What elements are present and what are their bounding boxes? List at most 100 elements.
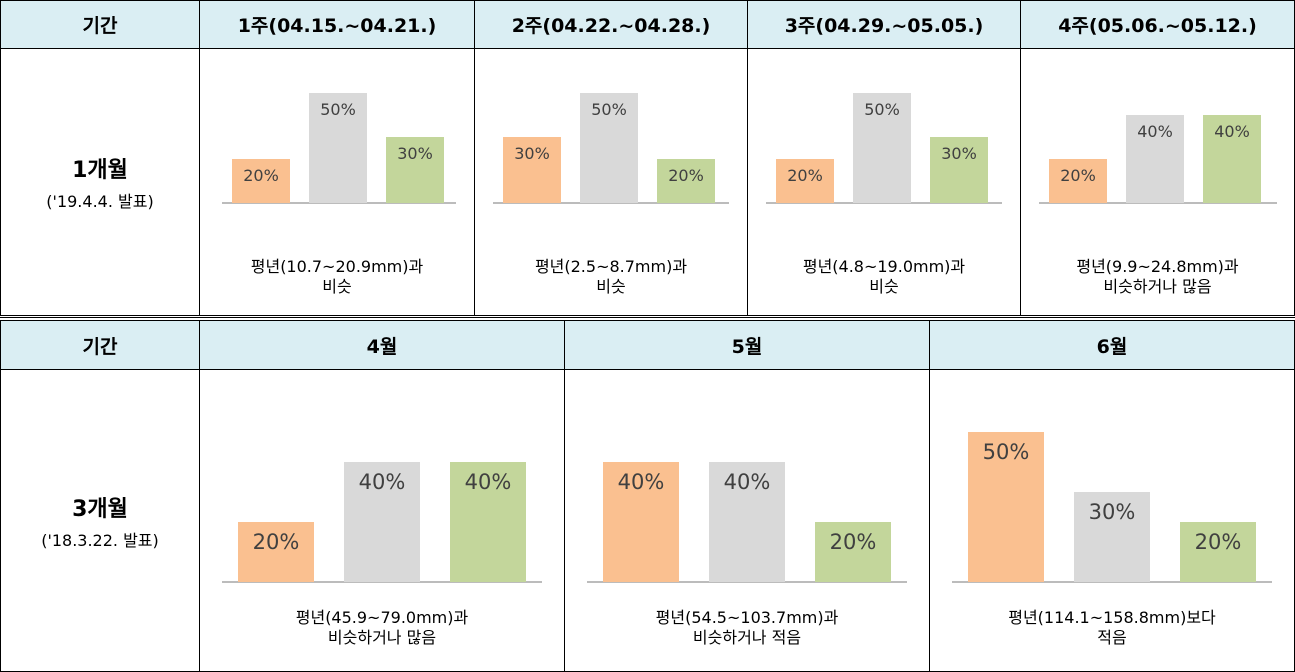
bar-normal (309, 93, 367, 203)
caption-week4-line1: 평년(9.9~24.8mm)과 (1076, 257, 1239, 276)
caption-week4-line2: 비슷하거나 많음 (1103, 277, 1212, 296)
bar-above (657, 159, 715, 203)
bar-above (930, 137, 988, 203)
bar-label-normal: 30% (1089, 500, 1136, 524)
bar-label-below: 20% (1060, 166, 1096, 185)
bottom-june-label: 6월 (1096, 335, 1128, 358)
top-chart-cell-1: 20% 50% 30% 평년(10.7~20.9mm)과 비슷 (199, 48, 475, 316)
chart-june: 50% 30% 20% (952, 432, 1272, 583)
caption-june: 평년(114.1~158.8mm)보다 적음 (930, 608, 1294, 648)
bar-below (503, 137, 561, 203)
chart-week2: 30% 50% 20% (493, 93, 729, 204)
chart-week4: 20% 40% 40% (1039, 115, 1277, 204)
bar-label-below: 20% (253, 530, 300, 554)
bottom-period-header: 기간 (0, 320, 200, 370)
caption-april: 평년(45.9~79.0mm)과 비슷하거나 많음 (200, 608, 564, 648)
chart-week1: 20% 50% 30% (222, 93, 456, 204)
bar-above (450, 462, 526, 582)
bar-label-above: 40% (1214, 122, 1250, 141)
top-chart-cell-3: 20% 50% 30% 평년(4.8~19.0mm)과 비슷 (747, 48, 1021, 316)
bar-above (1203, 115, 1261, 203)
bottom-chart-cell-june: 50% 30% 20% 평년(114.1~158.8mm)보다 적음 (929, 369, 1295, 672)
caption-week1: 평년(10.7~20.9mm)과 비슷 (200, 257, 474, 297)
bar-above (815, 522, 891, 582)
caption-may-line1: 평년(54.5~103.7mm)과 (655, 608, 839, 627)
top-period-header: 기간 (0, 0, 200, 49)
bottom-june-header: 6월 (929, 320, 1295, 370)
top-week4-label: 4주(05.06.~05.12.) (1058, 15, 1257, 37)
bottom-may-label: 5월 (731, 335, 763, 358)
top-week2-label: 2주(04.22.~04.28.) (511, 15, 711, 37)
top-week3-label: 3주(04.29.~05.05.) (784, 15, 984, 37)
bar-above (386, 137, 444, 203)
caption-week2-line2: 비슷 (596, 277, 626, 296)
table-separator (0, 315, 1295, 318)
caption-week2-line1: 평년(2.5~8.7mm)과 (534, 257, 688, 276)
bar-label-above: 30% (941, 144, 977, 163)
caption-week4: 평년(9.9~24.8mm)과 비슷하거나 많음 (1021, 257, 1294, 297)
bar-label-below: 20% (243, 166, 279, 185)
chart-week3: 20% 50% 30% (766, 93, 1002, 204)
bar-label-above: 20% (1195, 530, 1242, 554)
bar-label-below: 40% (618, 470, 665, 494)
caption-june-line1: 평년(114.1~158.8mm)보다 (1008, 608, 1216, 627)
bar-below (238, 522, 314, 582)
caption-april-line2: 비슷하거나 많음 (327, 628, 437, 647)
bar-label-normal: 40% (359, 470, 406, 494)
top-period-label: 기간 (82, 15, 118, 37)
bar-below (1049, 159, 1107, 203)
bar-normal (580, 93, 638, 203)
bar-label-below: 20% (787, 166, 823, 185)
bar-above (1180, 522, 1256, 582)
top-row-label-cell: 1개월 ('19.4.4. 발표) (0, 48, 200, 316)
bottom-april-header: 4월 (199, 320, 565, 370)
caption-week3-line2: 비슷 (869, 277, 899, 296)
chart-may: 40% 40% 20% (587, 462, 907, 583)
top-chart-cell-2: 30% 50% 20% 평년(2.5~8.7mm)과 비슷 (474, 48, 748, 316)
bottom-may-header: 5월 (564, 320, 930, 370)
bar-normal (709, 462, 785, 582)
caption-week3: 평년(4.8~19.0mm)과 비슷 (748, 257, 1020, 297)
bar-below (968, 432, 1044, 582)
bar-label-below: 30% (514, 144, 550, 163)
top-week1-header: 1주(04.15.~04.21.) (199, 0, 475, 49)
bottom-row-title: 3개월 (72, 496, 128, 522)
bottom-row-subtitle: ('18.3.22. 발표) (41, 530, 159, 550)
bar-label-normal: 40% (724, 470, 771, 494)
bar-normal (1074, 492, 1150, 582)
bar-below (776, 159, 834, 203)
caption-week1-line2: 비슷 (322, 277, 352, 296)
top-week4-header: 4주(05.06.~05.12.) (1020, 0, 1295, 49)
bottom-chart-cell-april: 20% 40% 40% 평년(45.9~79.0mm)과 비슷하거나 많음 (199, 369, 565, 672)
caption-may: 평년(54.5~103.7mm)과 비슷하거나 적음 (565, 608, 929, 648)
top-row-title: 1개월 (72, 158, 128, 183)
caption-week2: 평년(2.5~8.7mm)과 비슷 (475, 257, 747, 297)
bar-label-normal: 40% (1137, 122, 1173, 141)
bar-label-below: 50% (983, 440, 1030, 464)
bar-label-above: 20% (668, 166, 704, 185)
bar-label-above: 20% (830, 530, 877, 554)
bottom-chart-cell-may: 40% 40% 20% 평년(54.5~103.7mm)과 비슷하거나 적음 (564, 369, 930, 672)
caption-week1-line1: 평년(10.7~20.9mm)과 (250, 257, 424, 276)
top-week2-header: 2주(04.22.~04.28.) (474, 0, 748, 49)
bar-label-normal: 50% (320, 100, 356, 119)
bar-normal (853, 93, 911, 203)
top-row-subtitle: ('19.4.4. 발표) (46, 192, 154, 211)
bottom-april-label: 4월 (366, 335, 398, 358)
caption-june-line2: 적음 (1097, 628, 1127, 647)
bar-normal (1126, 115, 1184, 203)
chart-april: 20% 40% 40% (222, 462, 542, 583)
bottom-row-label-cell: 3개월 ('18.3.22. 발표) (0, 369, 200, 672)
bar-below (603, 462, 679, 582)
caption-week3-line1: 평년(4.8~19.0mm)과 (802, 257, 966, 276)
bar-label-above: 40% (465, 470, 512, 494)
bar-label-above: 30% (397, 144, 433, 163)
bar-label-normal: 50% (864, 100, 900, 119)
top-week1-label: 1주(04.15.~04.21.) (237, 15, 437, 37)
caption-may-line2: 비슷하거나 적음 (692, 628, 802, 647)
top-week3-header: 3주(04.29.~05.05.) (747, 0, 1021, 49)
bar-label-normal: 50% (591, 100, 627, 119)
caption-april-line1: 평년(45.9~79.0mm)과 (295, 608, 469, 627)
top-chart-cell-4: 20% 40% 40% 평년(9.9~24.8mm)과 비슷하거나 많음 (1020, 48, 1295, 316)
bottom-period-label: 기간 (82, 335, 118, 358)
